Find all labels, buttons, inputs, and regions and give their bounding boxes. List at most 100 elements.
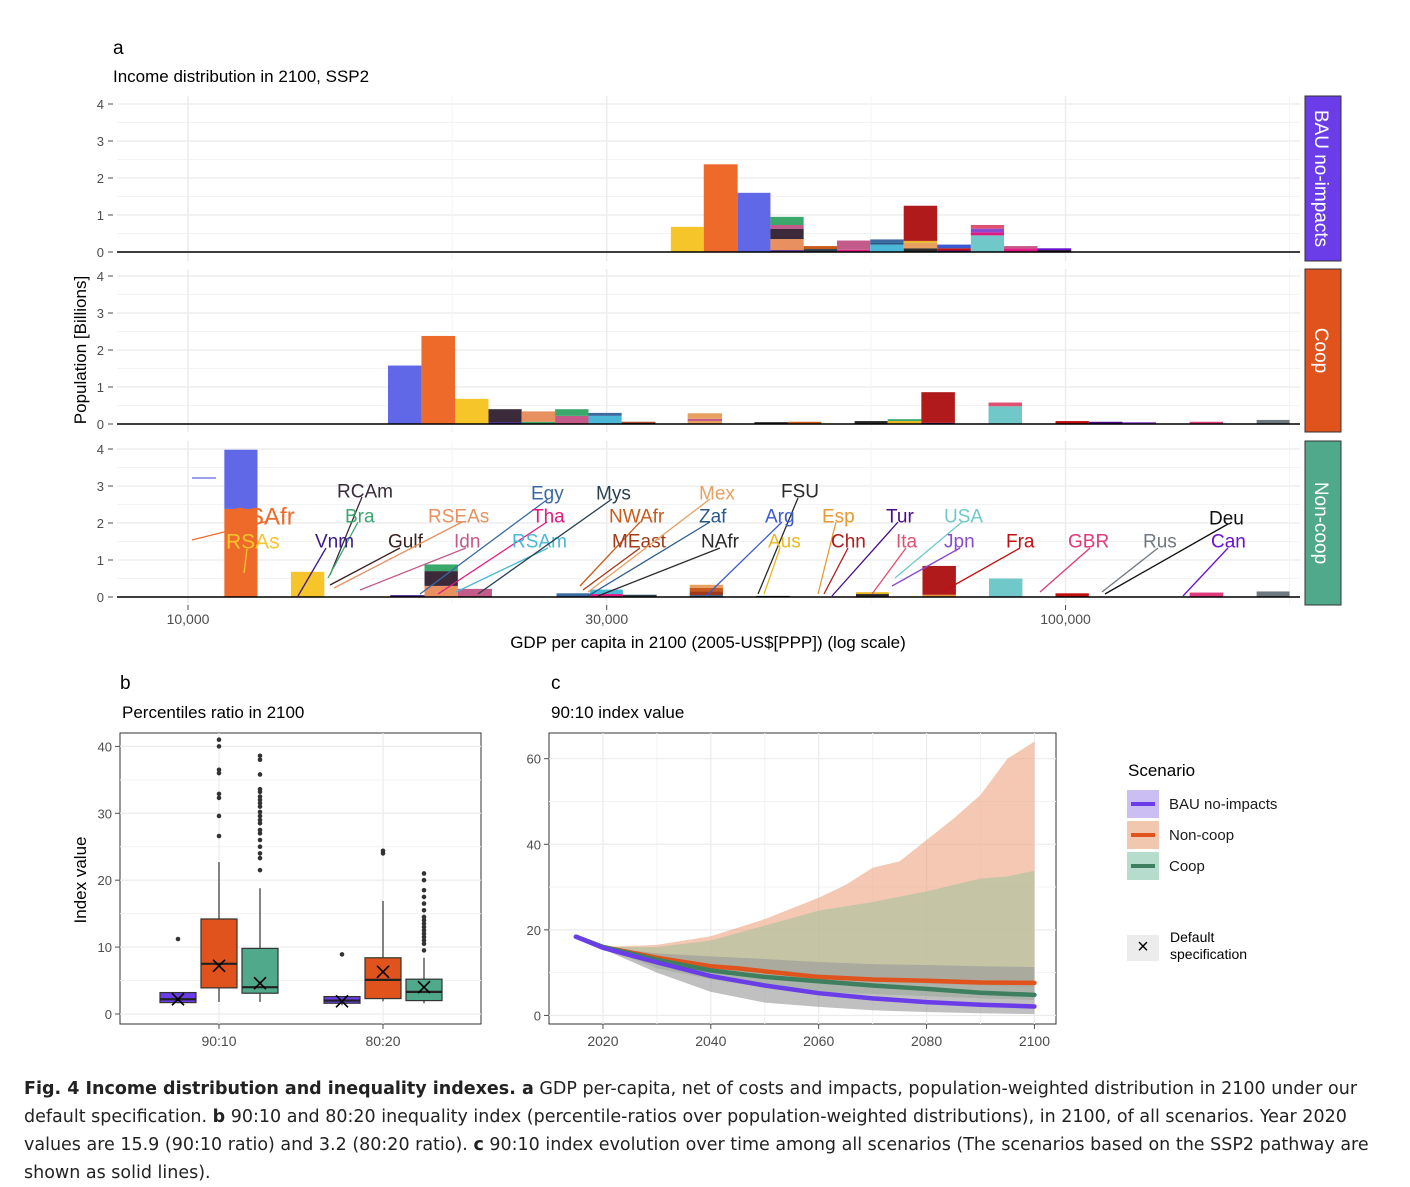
region-leader-line — [191, 520, 269, 541]
bar-segment-rseas — [521, 411, 556, 422]
region-label-fsu: FSU — [781, 482, 819, 503]
y-tick-label: 20 — [98, 873, 112, 888]
box-outlier — [216, 791, 222, 797]
x-tick-label: 10,000 — [167, 611, 210, 627]
y-tick-label: 2 — [97, 171, 104, 186]
bar-segment-fra — [1055, 421, 1089, 424]
default-spec-marker — [417, 980, 431, 994]
legend-default-label-1: Default — [1170, 929, 1214, 945]
region-leader-line — [597, 547, 721, 597]
y-tick-label: 0 — [534, 1008, 541, 1023]
facet-strip-label: Coop — [1310, 328, 1331, 373]
box-outlier — [421, 938, 427, 943]
y-tick-label: 3 — [97, 479, 104, 494]
y-tick-label: 2 — [97, 343, 104, 358]
bar-segment-usa — [988, 406, 1022, 424]
y-tick-label: 20 — [527, 923, 541, 938]
x-tick-label: 2080 — [911, 1033, 942, 1049]
bar-segment-idn — [837, 240, 871, 250]
bar-segment-deu — [1037, 250, 1072, 252]
region-label-can: Can — [1211, 532, 1246, 553]
facet-strip — [1304, 95, 1342, 262]
region-label-vnm: Vnm — [315, 532, 354, 553]
bar-segment-tha — [970, 232, 1005, 236]
legend-title: Scenario — [1128, 761, 1195, 780]
bar-segment-mys — [622, 594, 657, 597]
box-body — [364, 957, 402, 1000]
region-leader-line — [437, 521, 548, 595]
region-leader-line — [941, 547, 1021, 593]
box-outlier — [257, 797, 263, 803]
legend-default-key — [1127, 935, 1159, 961]
box-outlier — [421, 941, 427, 947]
panel-a-plot: 0 1 2 3 4 BAU no-impacts 0 1 2 3 4 Coop 0 1 2 3 4 Ind SSAf… — [97, 95, 1342, 627]
plot-frame — [119, 732, 482, 1025]
bar-segment-nafr — [754, 422, 789, 424]
box-outlier — [421, 931, 427, 936]
panel-a-title: Income distribution in 2100, SSP2 — [113, 67, 369, 86]
region-label-bra: Bra — [345, 507, 375, 528]
bar-segment-arg — [937, 244, 971, 249]
region-label-idn: Idn — [454, 532, 480, 553]
region-label-egy: Egy — [531, 484, 564, 505]
y-tick-label: 30 — [98, 806, 112, 821]
bar-segment-egy — [556, 593, 590, 597]
y-tick-label: 1 — [97, 208, 104, 223]
bar-segment-ita — [970, 224, 1005, 229]
bar-segment-egy — [588, 412, 622, 416]
y-tick-label: 0 — [97, 590, 104, 605]
legend-default-label-2: specification — [1170, 946, 1247, 962]
box-outlier — [421, 934, 427, 940]
region-leader-line — [582, 547, 641, 591]
box-outlier — [421, 877, 427, 883]
panel-b-ylabel: Index value — [71, 837, 90, 924]
region-label-nwafr: NWAfr — [609, 507, 665, 528]
box-outlier — [216, 737, 222, 742]
legend-item-label: Coop — [1169, 858, 1205, 875]
region-leader-line — [333, 521, 463, 589]
bar-segment-fra — [937, 248, 971, 251]
bar-segment-vnm — [770, 250, 804, 252]
region-label-rcam: RCAm — [337, 482, 393, 503]
region-label-meast: MEast — [612, 532, 667, 553]
bar-segment-ssafr — [421, 335, 456, 424]
y-tick-label: 3 — [97, 306, 104, 321]
region-label-rseas: RSEAs — [428, 507, 489, 528]
bar-segment-tha — [1004, 248, 1038, 252]
bar-segment-fsu — [855, 594, 889, 597]
bar-segment-mex — [903, 242, 938, 249]
box-outlier — [257, 855, 263, 861]
bar-segment-fra — [1055, 593, 1089, 597]
box-outlier — [257, 813, 263, 819]
bar-segment-chn — [903, 205, 938, 241]
region-leader-line — [757, 497, 799, 595]
panel-b-plot: 0 10 20 30 40 90:10 80:20 — [98, 732, 482, 1049]
region-label-esp: Esp — [822, 507, 855, 528]
box-outlier — [421, 871, 427, 876]
region-leader-line — [587, 498, 711, 593]
bar-segment-idn — [770, 224, 804, 229]
region-label-fra: Fra — [1006, 532, 1035, 553]
default-spec-marker — [376, 965, 390, 979]
bar-segment-rus — [1256, 591, 1290, 597]
bar-segment-usa — [988, 578, 1023, 597]
y-tick-label: 40 — [98, 739, 112, 754]
box-outlier — [257, 809, 263, 815]
bar-segment-esp — [922, 594, 956, 597]
box-outlier — [421, 914, 427, 920]
region-label-gulf: Gulf — [388, 532, 424, 553]
bar-segment-rsam — [870, 244, 904, 252]
box-outlier — [257, 772, 263, 777]
box-outlier — [257, 827, 263, 833]
box-outlier — [257, 867, 263, 873]
y-tick-label: 4 — [97, 269, 104, 284]
bar-segment-idn — [457, 588, 492, 597]
bar-segment-rsas — [670, 226, 704, 252]
box-outlier — [257, 800, 263, 806]
box-outlier — [421, 907, 427, 913]
bar-segment-nwafr — [788, 421, 822, 424]
bar-segment-jpn — [1122, 422, 1157, 424]
box-outlier — [257, 821, 263, 826]
region-leader-line — [763, 547, 781, 595]
box-outlier — [257, 804, 263, 809]
